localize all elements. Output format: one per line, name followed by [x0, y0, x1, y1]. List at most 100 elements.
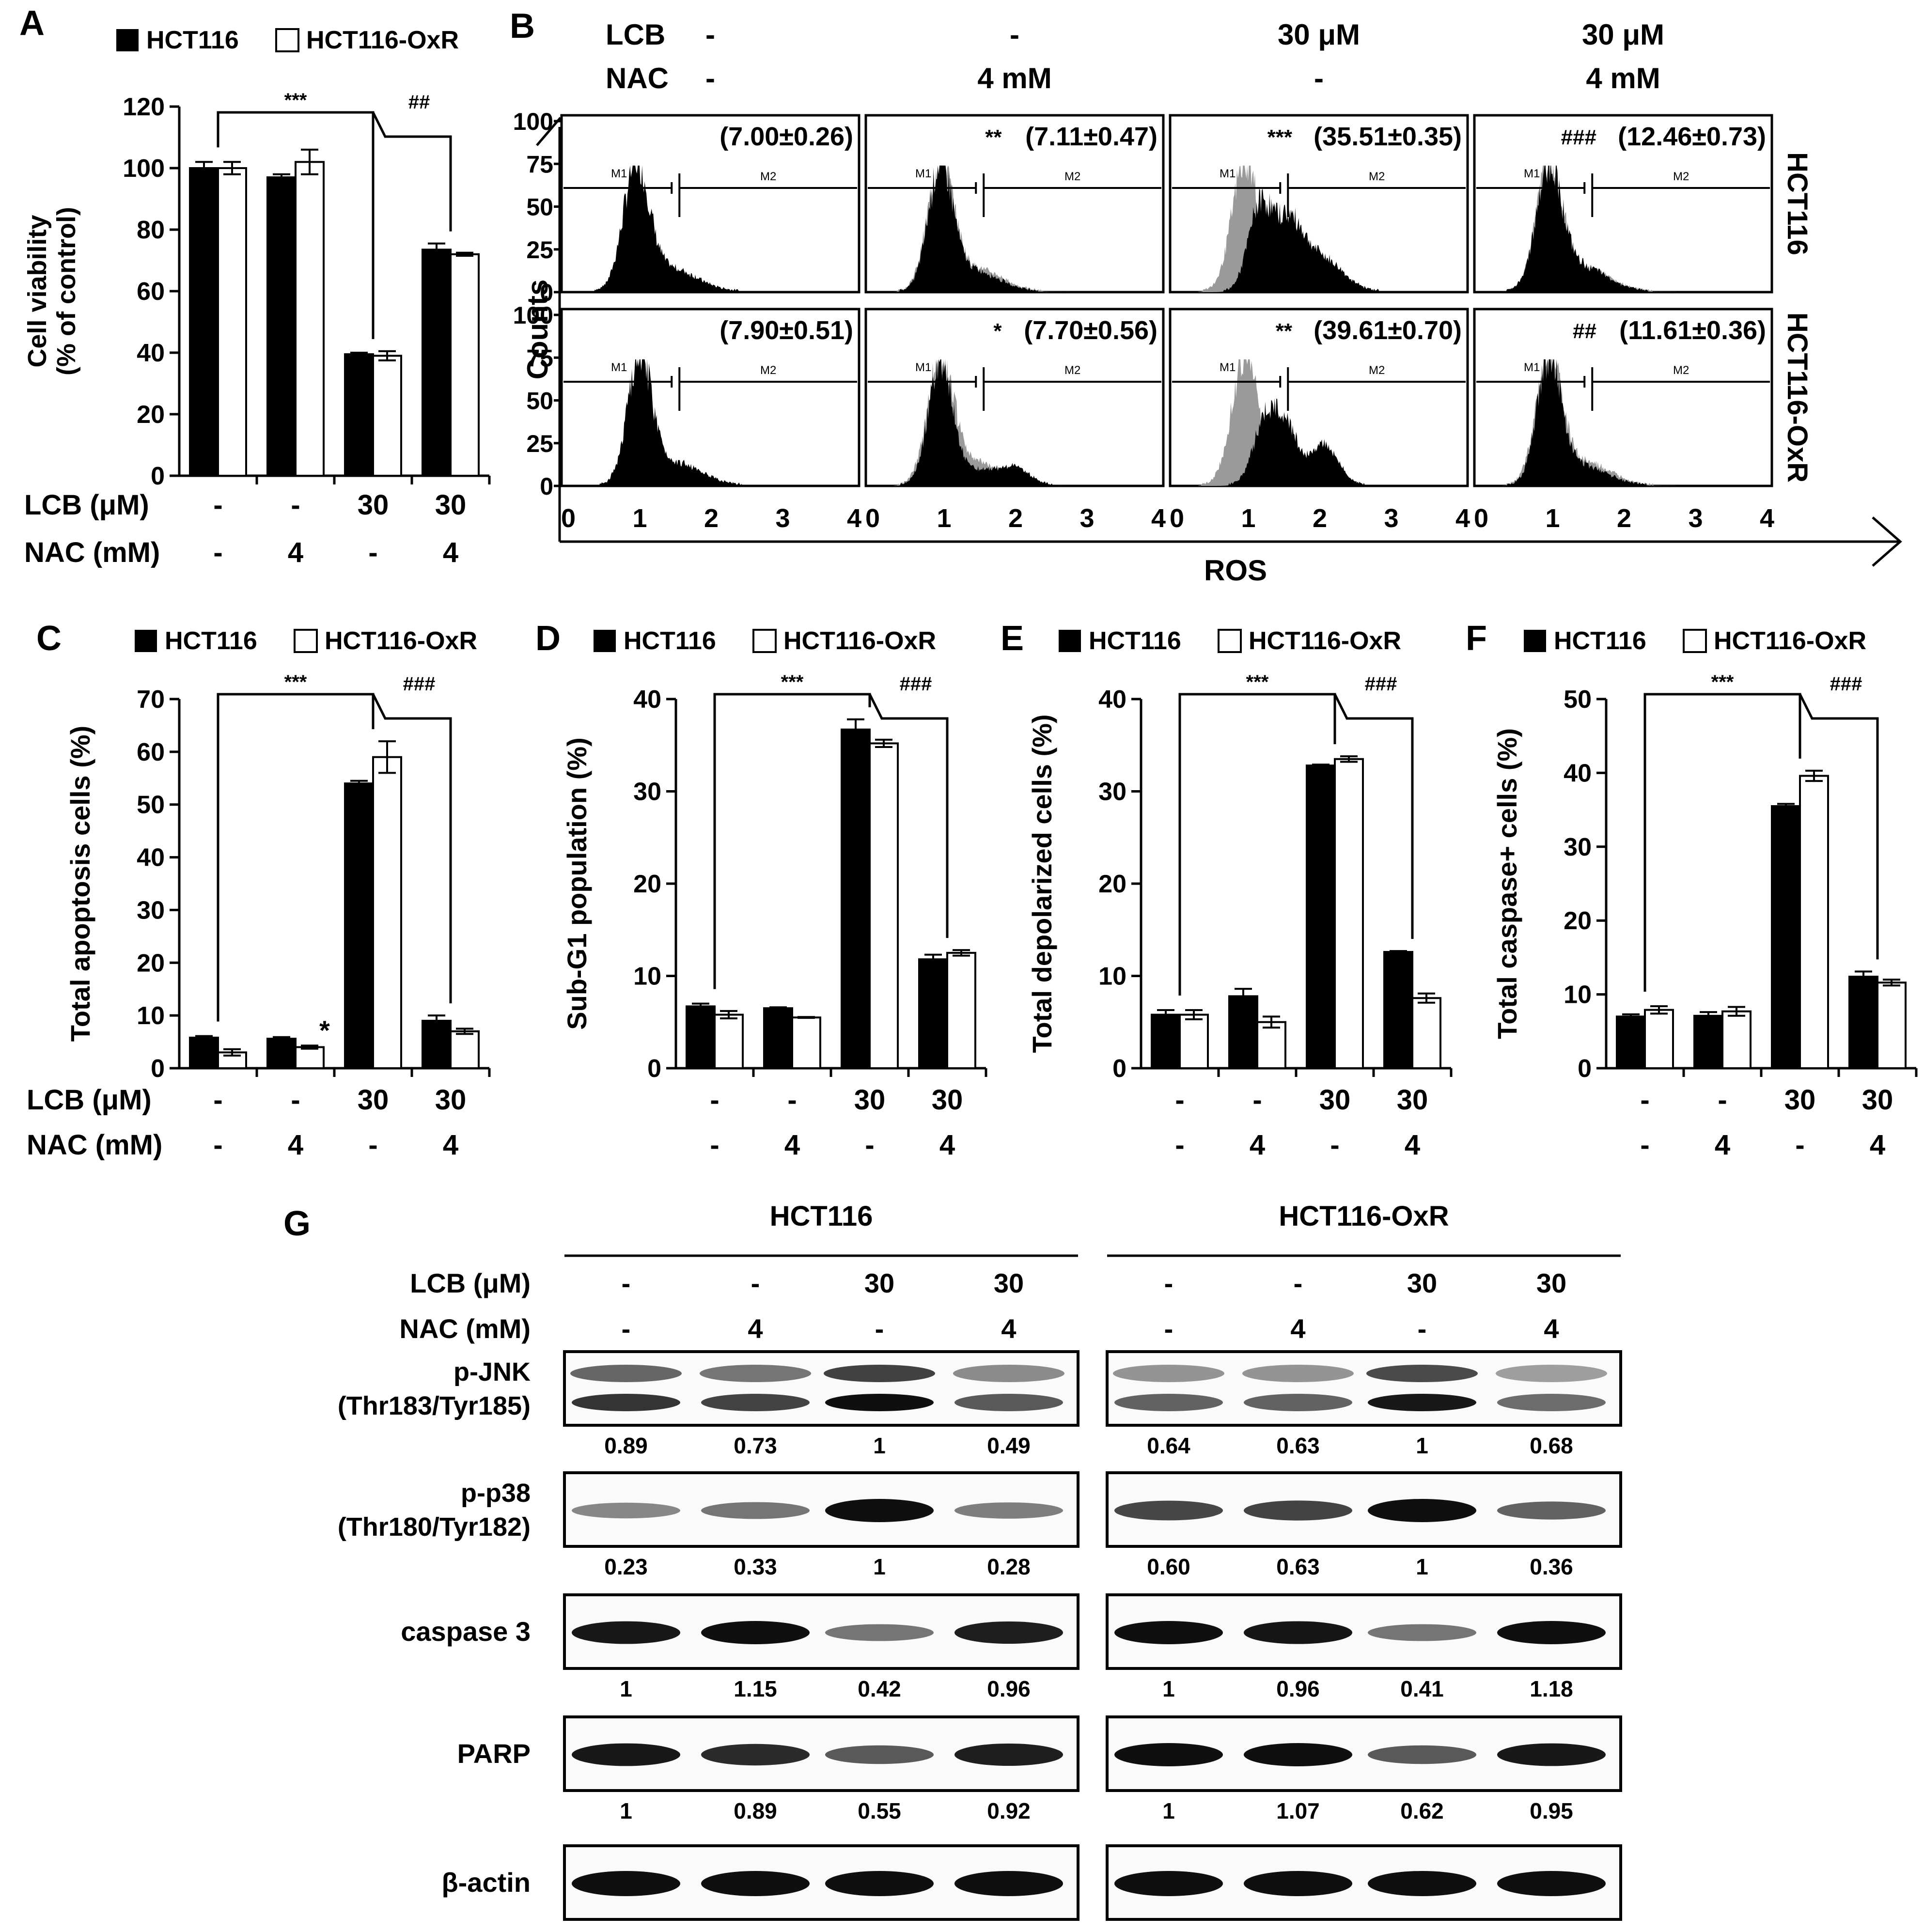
protein-band [701, 1502, 810, 1519]
protein-band [701, 1621, 810, 1644]
x-tick-label-nac: - [213, 537, 222, 568]
x-tick-label-nac: 4 [443, 537, 458, 568]
gate-m1-label: M1 [1220, 361, 1236, 374]
x-row-label-lcb: LCB (μM) [24, 489, 149, 521]
protein-band [1244, 1394, 1352, 1411]
flow-nac-value: - [1314, 62, 1324, 94]
bar-hct116 [266, 176, 297, 477]
ros-tick-label: 1 [1545, 504, 1560, 533]
bar-hct116-oxr [450, 1030, 480, 1069]
significance-mark: * [993, 319, 1002, 343]
protein-band [1368, 1745, 1476, 1764]
blot-group-title: HCT116-OxR [1279, 1200, 1449, 1232]
chart-e: E HCT116 HCT116-OxR Total depolarized cells… [1001, 619, 1453, 1161]
lane-lcb-value: 30 [994, 1268, 1024, 1298]
x-tick-label-lcb: 30 [1784, 1084, 1816, 1116]
ros-percentage: (7.70±0.56) [1024, 316, 1158, 345]
bar-hct116-oxr [372, 756, 402, 1069]
gate-m1-label: M1 [1220, 167, 1236, 180]
x-tick-label-lcb: 30 [358, 489, 389, 521]
histogram-panel [560, 114, 860, 294]
significance-bracket [1178, 693, 1336, 996]
significance-label: ### [403, 673, 436, 695]
band-quantification: 0.96 [1276, 1676, 1320, 1701]
band-quantification: 0.36 [1530, 1554, 1573, 1579]
ros-tick-label: 3 [1688, 504, 1703, 533]
histogram-sample [1502, 165, 1738, 292]
ros-tick-label: 0 [865, 504, 880, 533]
counts-axis-label: Counts [521, 280, 554, 380]
protein-band [1368, 1394, 1476, 1411]
y-tick-label: 40 [633, 686, 661, 714]
x-tick-label-nac: 4 [1405, 1129, 1420, 1161]
ros-tick-label: 4 [1151, 504, 1166, 533]
y-tick-label: 100 [123, 155, 165, 183]
x-tick-label-nac: - [368, 1129, 377, 1161]
histogram-sample [590, 359, 826, 486]
bar-hct116 [1771, 805, 1801, 1070]
flow-lcb-label: LCB [606, 18, 665, 51]
y-tick-label: 40 [137, 339, 165, 367]
bar-hct116 [1306, 764, 1336, 1070]
bar-hct116 [344, 353, 374, 477]
legend-label-hct116: HCT116 [624, 627, 716, 655]
protein-band [954, 1502, 1063, 1519]
counts-tick-label: 0 [540, 279, 553, 306]
counts-tick-label: 100 [513, 302, 553, 329]
ros-tick-label: 2 [1313, 504, 1327, 533]
x-tick-label-nac: 4 [288, 1129, 303, 1161]
blot-lcb-label: LCB (μM) [410, 1268, 531, 1298]
panel-g-western-blot: G HCT116 - - - 4 30 - 30 4 HCT116-OxR - - - 4 30 - 30 4 LCB… [0, 1192, 1924, 1932]
bar-hct116-oxr [714, 1013, 744, 1070]
x-tick-label-nac: 4 [1250, 1129, 1265, 1161]
x-tick-label-nac: - [1175, 1129, 1184, 1161]
ros-tick-label: 2 [1617, 504, 1631, 533]
counts-tick-label: 0 [540, 473, 553, 500]
band-quantification: 1.18 [1530, 1676, 1573, 1701]
significance-label: ### [1365, 673, 1397, 695]
legend-label-hct116: HCT116 [1089, 627, 1181, 655]
bar-hct116-oxr [295, 161, 325, 477]
gate-m2-label: M2 [1673, 364, 1689, 377]
chart-d: D HCT116 HCT116-OxR Sub-G1 population (%) 0 1… [535, 619, 987, 1161]
protein-band-upper [1113, 1365, 1224, 1382]
ros-tick-label: 0 [1474, 504, 1488, 533]
ros-percentage: (11.61±0.36) [1619, 316, 1766, 345]
legend-swatch-hct116-oxr [1218, 629, 1242, 653]
ros-tick-label: 4 [1760, 504, 1774, 533]
lane-nac-value: - [622, 1313, 631, 1344]
legend-swatch-hct116 [594, 630, 616, 652]
protein-band [954, 1743, 1063, 1766]
cell-line-row-label: HCT116 [1782, 152, 1813, 255]
ros-tick-label: 4 [1455, 504, 1470, 533]
protein-band [1368, 1499, 1476, 1522]
y-tick-label: 20 [137, 401, 165, 429]
y-tick-label: 20 [1098, 870, 1126, 898]
x-tick-label-lcb: - [213, 489, 222, 521]
significance-label: ## [408, 92, 430, 113]
y-tick-label: 80 [137, 216, 165, 244]
legend-label-hct116-oxr: HCT116-OxR [1714, 627, 1866, 655]
counts-tick-label: 50 [526, 388, 553, 415]
protein-band-upper [953, 1365, 1064, 1382]
panel-label-e: E [1001, 619, 1024, 658]
legend-label-hct116-oxr: HCT116-OxR [1249, 627, 1401, 655]
protein-band [954, 1871, 1063, 1896]
x-tick-label-lcb: 30 [932, 1084, 963, 1116]
panel-c: C HCT116 HCT116-OxR Total apoptosis cells (… [0, 606, 528, 1187]
legend-swatch-hct116-oxr [1683, 629, 1707, 653]
legend-label-hct116-oxr: HCT116-OxR [783, 627, 936, 655]
bar-hct116-oxr [372, 355, 402, 477]
protein-band [572, 1394, 680, 1411]
protein-band [1368, 1624, 1476, 1641]
significance-mark: ** [1276, 319, 1293, 343]
flow-nac-value: - [705, 62, 715, 94]
x-tick-label-lcb: 30 [1862, 1084, 1893, 1116]
y-axis-label: Cell viability [23, 215, 52, 367]
flow-cytometry-grid: B LCB NAC - - - 4 mM 30 μM - 30 μM 4 mM Counts ROS 0 2… [510, 7, 1902, 587]
protein-band [1497, 1871, 1606, 1896]
band-quantification: 1.15 [734, 1676, 777, 1701]
protein-band [825, 1871, 934, 1896]
counts-tick-label: 75 [526, 151, 553, 178]
counts-tick-label: 50 [526, 194, 553, 221]
